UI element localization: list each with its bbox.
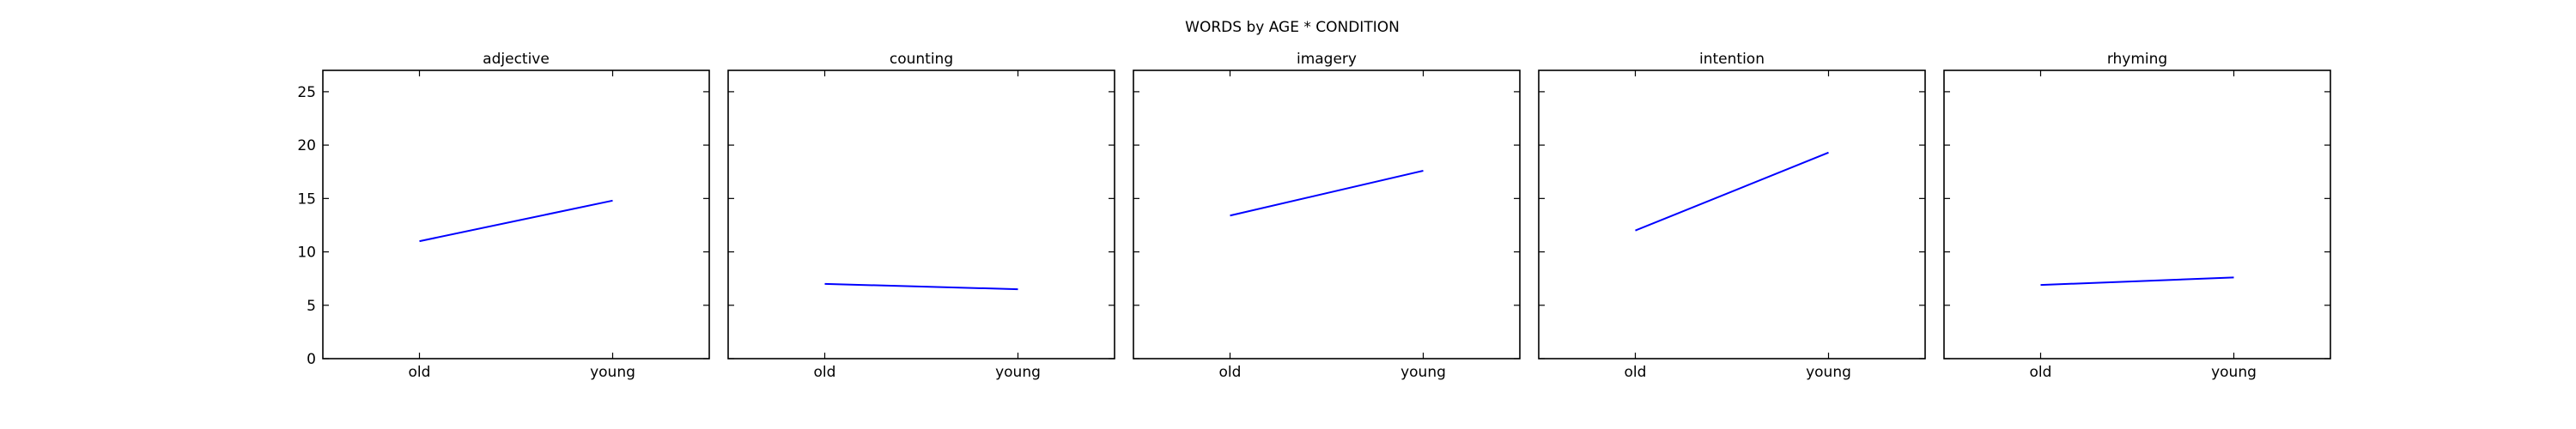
panel-title: imagery (1297, 51, 1357, 68)
panel-frame (1943, 69, 2331, 360)
x-tick-label: young (1400, 364, 1446, 381)
x-tick-label: young (2211, 364, 2257, 381)
panel-frame (1133, 69, 1521, 360)
panels-group: adjective 0 5 10 15 20 25 old young counting old yo… (297, 51, 2331, 381)
panel-title: rhyming (2107, 51, 2167, 68)
series-line-counting (824, 282, 1018, 291)
chart-title: WORDS by AGE * CONDITION (1185, 19, 1400, 36)
panel-frame (727, 69, 1115, 360)
series-line-imagery (1230, 170, 1424, 217)
series-line-intention (1635, 151, 1829, 232)
x-tick-label: old (409, 364, 431, 381)
x-tick-label: old (1625, 364, 1647, 381)
y-tick-label: 10 (297, 245, 316, 262)
x-tick-label: old (814, 364, 836, 381)
panel-title: counting (890, 51, 953, 68)
panel-title: adjective (483, 51, 550, 68)
panel-intention: intention old young (1538, 51, 1926, 381)
panel-frame (1538, 69, 1926, 360)
x-tick-label: young (590, 364, 635, 381)
x-tick-label: old (2030, 364, 2052, 381)
panel-title: intention (1699, 51, 1765, 68)
y-tick-label: 0 (307, 351, 316, 368)
y-tick-label: 15 (297, 190, 316, 208)
x-tick-label: young (995, 364, 1041, 381)
y-tick-label: 20 (297, 137, 316, 154)
panel-rhyming: rhyming old young (1943, 51, 2331, 381)
panel-counting: counting old young (727, 51, 1115, 381)
panel-imagery: imagery old young (1133, 51, 1521, 381)
y-tick-label: 5 (307, 298, 316, 315)
panel-adjective: adjective 0 5 10 15 20 25 old young (297, 51, 710, 381)
x-tick-label: old (1219, 364, 1242, 381)
panel-frame (322, 69, 710, 360)
series-line-adjective (419, 199, 613, 243)
x-tick-label: young (1806, 364, 1851, 381)
series-line-rhyming (2040, 276, 2234, 287)
y-tick-label: 25 (297, 84, 316, 101)
